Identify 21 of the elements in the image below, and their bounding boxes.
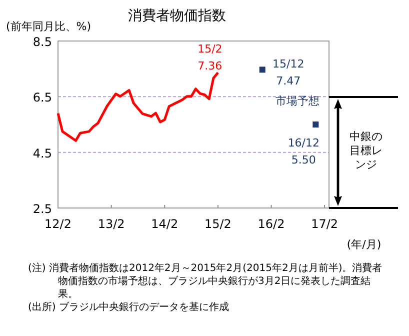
x-tick-label: 15/2 (204, 217, 232, 231)
x-tick-label: 17/2 (311, 217, 338, 231)
chart-title: 消費者物価指数 (128, 8, 226, 24)
data-label: 15/12 7.47 (272, 58, 304, 88)
series-label: 市場予想 (276, 94, 320, 108)
x-tick-label: 14/2 (151, 217, 178, 231)
y-tick-label: 6.5 (32, 90, 52, 105)
y-tick-label: 4.5 (32, 146, 52, 160)
text: 中銀の目標レンジ (348, 130, 384, 172)
y-tick-label: 2.5 (32, 202, 52, 216)
data-label: 15/2 7.36 (198, 42, 222, 73)
text: (出所) ブラジル中央銀行のデータを基に作成 (28, 301, 230, 314)
x-tick-label: 16/2 (258, 217, 285, 231)
line-series (56, 71, 220, 142)
y-tick-label: 8.5 (32, 35, 52, 49)
text: (注) 消費者物価指数は2012年2月～2015年2月(2015年2月は月前半)。消費者物価指数の市場予想は、ブラジル中央銀行が3月2日に発表した調査結果。 (28, 262, 384, 301)
x-axis-title: (年/月) (346, 238, 382, 251)
x-tick-label: 13/2 (98, 217, 125, 231)
x-tick-label: 12/2 (44, 217, 72, 231)
data-label: 16/12 5.50 (288, 136, 320, 166)
y-axis-title: (前年同月比、%) (6, 20, 92, 33)
